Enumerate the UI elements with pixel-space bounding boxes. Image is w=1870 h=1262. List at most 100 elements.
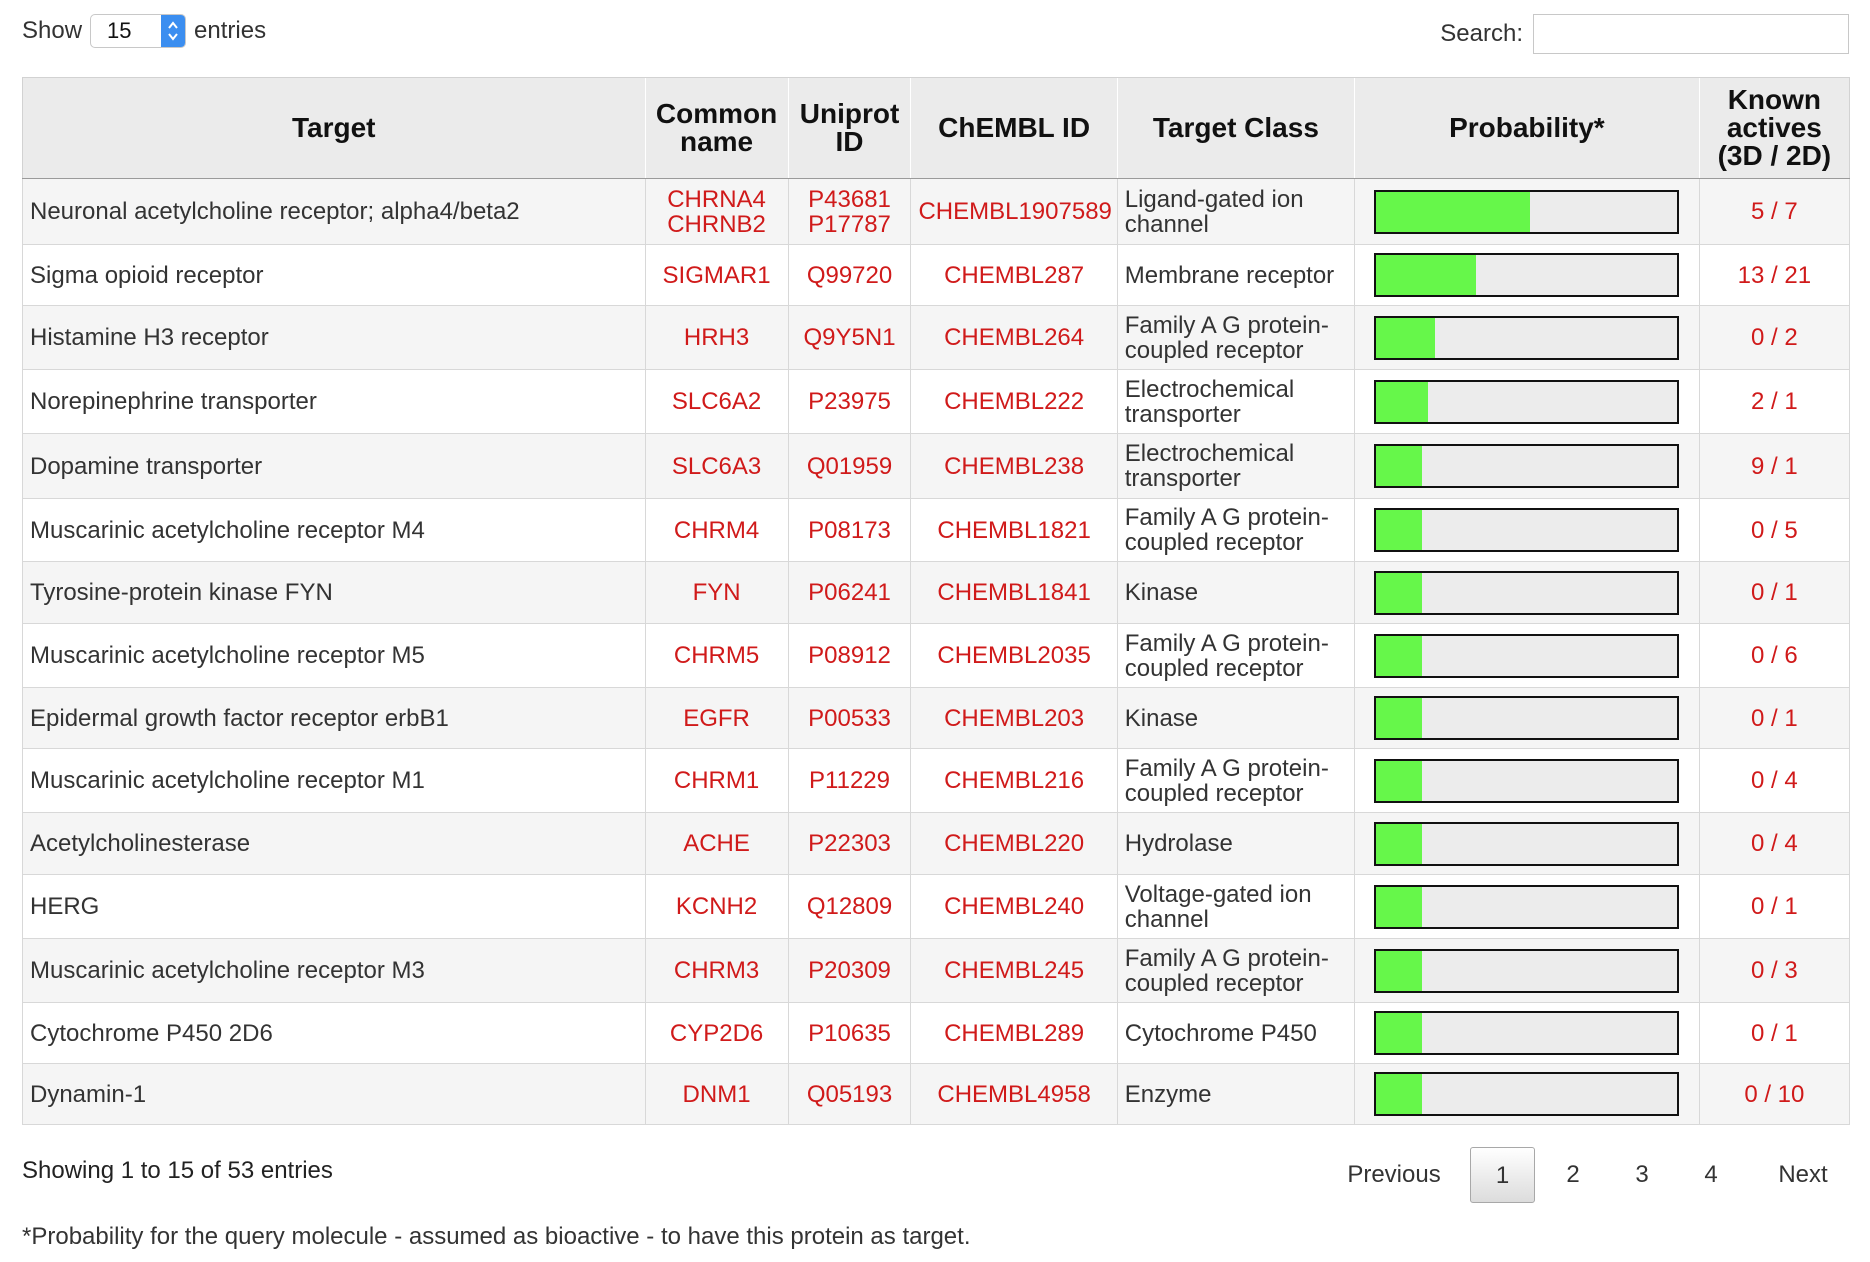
probability-bar-fill [1376,886,1422,927]
probability-bar-fill [1376,510,1422,550]
uniprot-id-link[interactable]: P06241 [787,561,912,624]
table-row: Norepinephrine transporter SLC6A2 P23975 CH… [22,369,1851,434]
known-actives-link[interactable]: 0 / 10 [1698,1063,1851,1125]
page-button-1[interactable]: 1 [1470,1147,1535,1203]
uniprot-id-link[interactable]: Q05193 [787,1063,912,1125]
target-name-cell: HERG [22,874,646,939]
common-name-link[interactable]: CHRM5 [644,623,789,688]
target-name-cell: Epidermal growth factor receptor erbB1 [22,687,646,749]
col-header-target[interactable]: Target [22,77,646,179]
uniprot-id-link[interactable]: Q12809 [787,874,912,939]
known-actives-link[interactable]: 0 / 6 [1698,623,1851,688]
chembl-id-link[interactable]: CHEMBL240 [910,874,1118,939]
chembl-id-link[interactable]: CHEMBL216 [910,748,1118,813]
uniprot-id-link[interactable]: P23975 [787,369,912,434]
common-name-link[interactable]: CHRM3 [644,938,789,1003]
uniprot-id-link[interactable]: P11229 [787,748,912,813]
probability-cell [1354,748,1700,813]
col-header-known-actives[interactable]: Known actives (3D / 2D) [1698,77,1851,179]
chembl-id-link[interactable]: CHEMBL289 [910,1002,1118,1064]
known-actives-link[interactable]: 0 / 4 [1698,812,1851,875]
col-header-probability[interactable]: Probability* [1354,77,1700,179]
col-header-uniprot-id[interactable]: Uniprot ID [787,77,911,179]
known-actives-link[interactable]: 0 / 1 [1698,874,1851,939]
chembl-id-link[interactable]: CHEMBL1907589 [910,178,1118,245]
entries-label: entries [194,17,267,44]
chembl-id-link[interactable]: CHEMBL287 [910,244,1118,306]
common-name-link[interactable]: SIGMAR1 [644,244,789,306]
uniprot-id-link[interactable]: Q01959 [787,433,912,499]
search-input[interactable] [1533,14,1849,54]
target-name-cell: Norepinephrine transporter [22,369,646,434]
common-name-link[interactable]: ACHE [644,812,789,875]
common-name-link[interactable]: CHRM4 [644,498,789,562]
page-button-3[interactable]: 3 [1635,1161,1649,1188]
common-name-link[interactable]: CYP2D6 [644,1002,789,1064]
common-name-link[interactable]: SLC6A3 [644,433,789,499]
common-name-link[interactable]: FYN [644,561,789,624]
uniprot-id-link[interactable]: P00533 [787,687,912,749]
target-class-cell: Membrane receptor [1116,244,1356,306]
known-actives-link[interactable]: 5 / 7 [1698,178,1851,245]
chembl-id-link[interactable]: CHEMBL1841 [910,561,1118,624]
chembl-id-link[interactable]: CHEMBL2035 [910,623,1118,688]
uniprot-id-link[interactable]: P20309 [787,938,912,1003]
probability-bar-fill [1376,635,1422,676]
uniprot-id-link[interactable]: Q9Y5N1 [787,305,912,370]
next-page-button[interactable]: Next [1778,1161,1828,1188]
table-header-row: Target Common name Uniprot ID ChEMBL ID … [22,77,1851,179]
common-name-link[interactable]: DNM1 [644,1063,789,1125]
known-actives-link[interactable]: 0 / 1 [1698,687,1851,749]
uniprot-id-link[interactable]: P08173 [787,498,912,562]
common-name-link[interactable]: EGFR [644,687,789,749]
col-header-target-class[interactable]: Target Class [1116,77,1355,179]
known-actives-link[interactable]: 0 / 1 [1698,561,1851,624]
known-actives-link[interactable]: 0 / 3 [1698,938,1851,1003]
known-actives-link[interactable]: 0 / 4 [1698,748,1851,813]
uniprot-id-link[interactable]: Q99720 [787,244,912,306]
target-class-cell: Kinase [1116,687,1356,749]
probability-cell [1354,874,1700,939]
uniprot-id-link[interactable]: P08912 [787,623,912,688]
uniprot-id-link[interactable]: P10635 [787,1002,912,1064]
target-class-cell: Family A G protein-coupled receptor [1116,623,1356,688]
page-button-2[interactable]: 2 [1566,1161,1580,1188]
probability-bar-fill [1376,381,1428,422]
common-name-link[interactable]: HRH3 [644,305,789,370]
table-row: Sigma opioid receptor SIGMAR1 Q99720 CHEMBL… [22,244,1851,306]
known-actives-link[interactable]: 13 / 21 [1698,244,1851,306]
chembl-id-link[interactable]: CHEMBL1821 [910,498,1118,562]
col-header-chembl-id[interactable]: ChEMBL ID [910,77,1118,179]
chembl-id-link[interactable]: CHEMBL4958 [910,1063,1118,1125]
target-class-cell: Ligand-gated ion channel [1116,178,1356,245]
page-length-select[interactable]: 15 [90,14,187,48]
chembl-id-link[interactable]: CHEMBL220 [910,812,1118,875]
known-actives-link[interactable]: 0 / 2 [1698,305,1851,370]
uniprot-id-link[interactable]: P22303 [787,812,912,875]
known-actives-link[interactable]: 2 / 1 [1698,369,1851,434]
target-class-cell: Cytochrome P450 [1116,1002,1356,1064]
chembl-id-link[interactable]: CHEMBL238 [910,433,1118,499]
previous-page-button[interactable]: Previous [1347,1161,1441,1188]
chembl-id-link[interactable]: CHEMBL222 [910,369,1118,434]
target-name-cell: Sigma opioid receptor [22,244,646,306]
known-actives-link[interactable]: 9 / 1 [1698,433,1851,499]
common-name-link[interactable]: CHRNA4 CHRNB2 [644,178,789,245]
common-name-link[interactable]: SLC6A2 [644,369,789,434]
uniprot-id-link[interactable]: P43681 P17787 [787,178,912,245]
table-row: Epidermal growth factor receptor erbB1 EG… [22,687,1851,749]
chembl-id-link[interactable]: CHEMBL203 [910,687,1118,749]
page-button-4[interactable]: 4 [1704,1161,1718,1188]
known-actives-link[interactable]: 0 / 5 [1698,498,1851,562]
chembl-id-link[interactable]: CHEMBL245 [910,938,1118,1003]
common-name-link[interactable]: KCNH2 [644,874,789,939]
col-header-common-name[interactable]: Common name [644,77,789,179]
probability-bar [1374,948,1680,993]
target-name-cell: Histamine H3 receptor [22,305,646,370]
common-name-link[interactable]: CHRM1 [644,748,789,813]
table-row: HERG KCNH2 Q12809 CHEMBL240 Voltage-gated io… [22,874,1851,939]
probability-cell [1354,938,1700,1003]
chembl-id-link[interactable]: CHEMBL264 [910,305,1118,370]
known-actives-link[interactable]: 0 / 1 [1698,1002,1851,1064]
target-class-cell: Family A G protein-coupled receptor [1116,938,1356,1003]
